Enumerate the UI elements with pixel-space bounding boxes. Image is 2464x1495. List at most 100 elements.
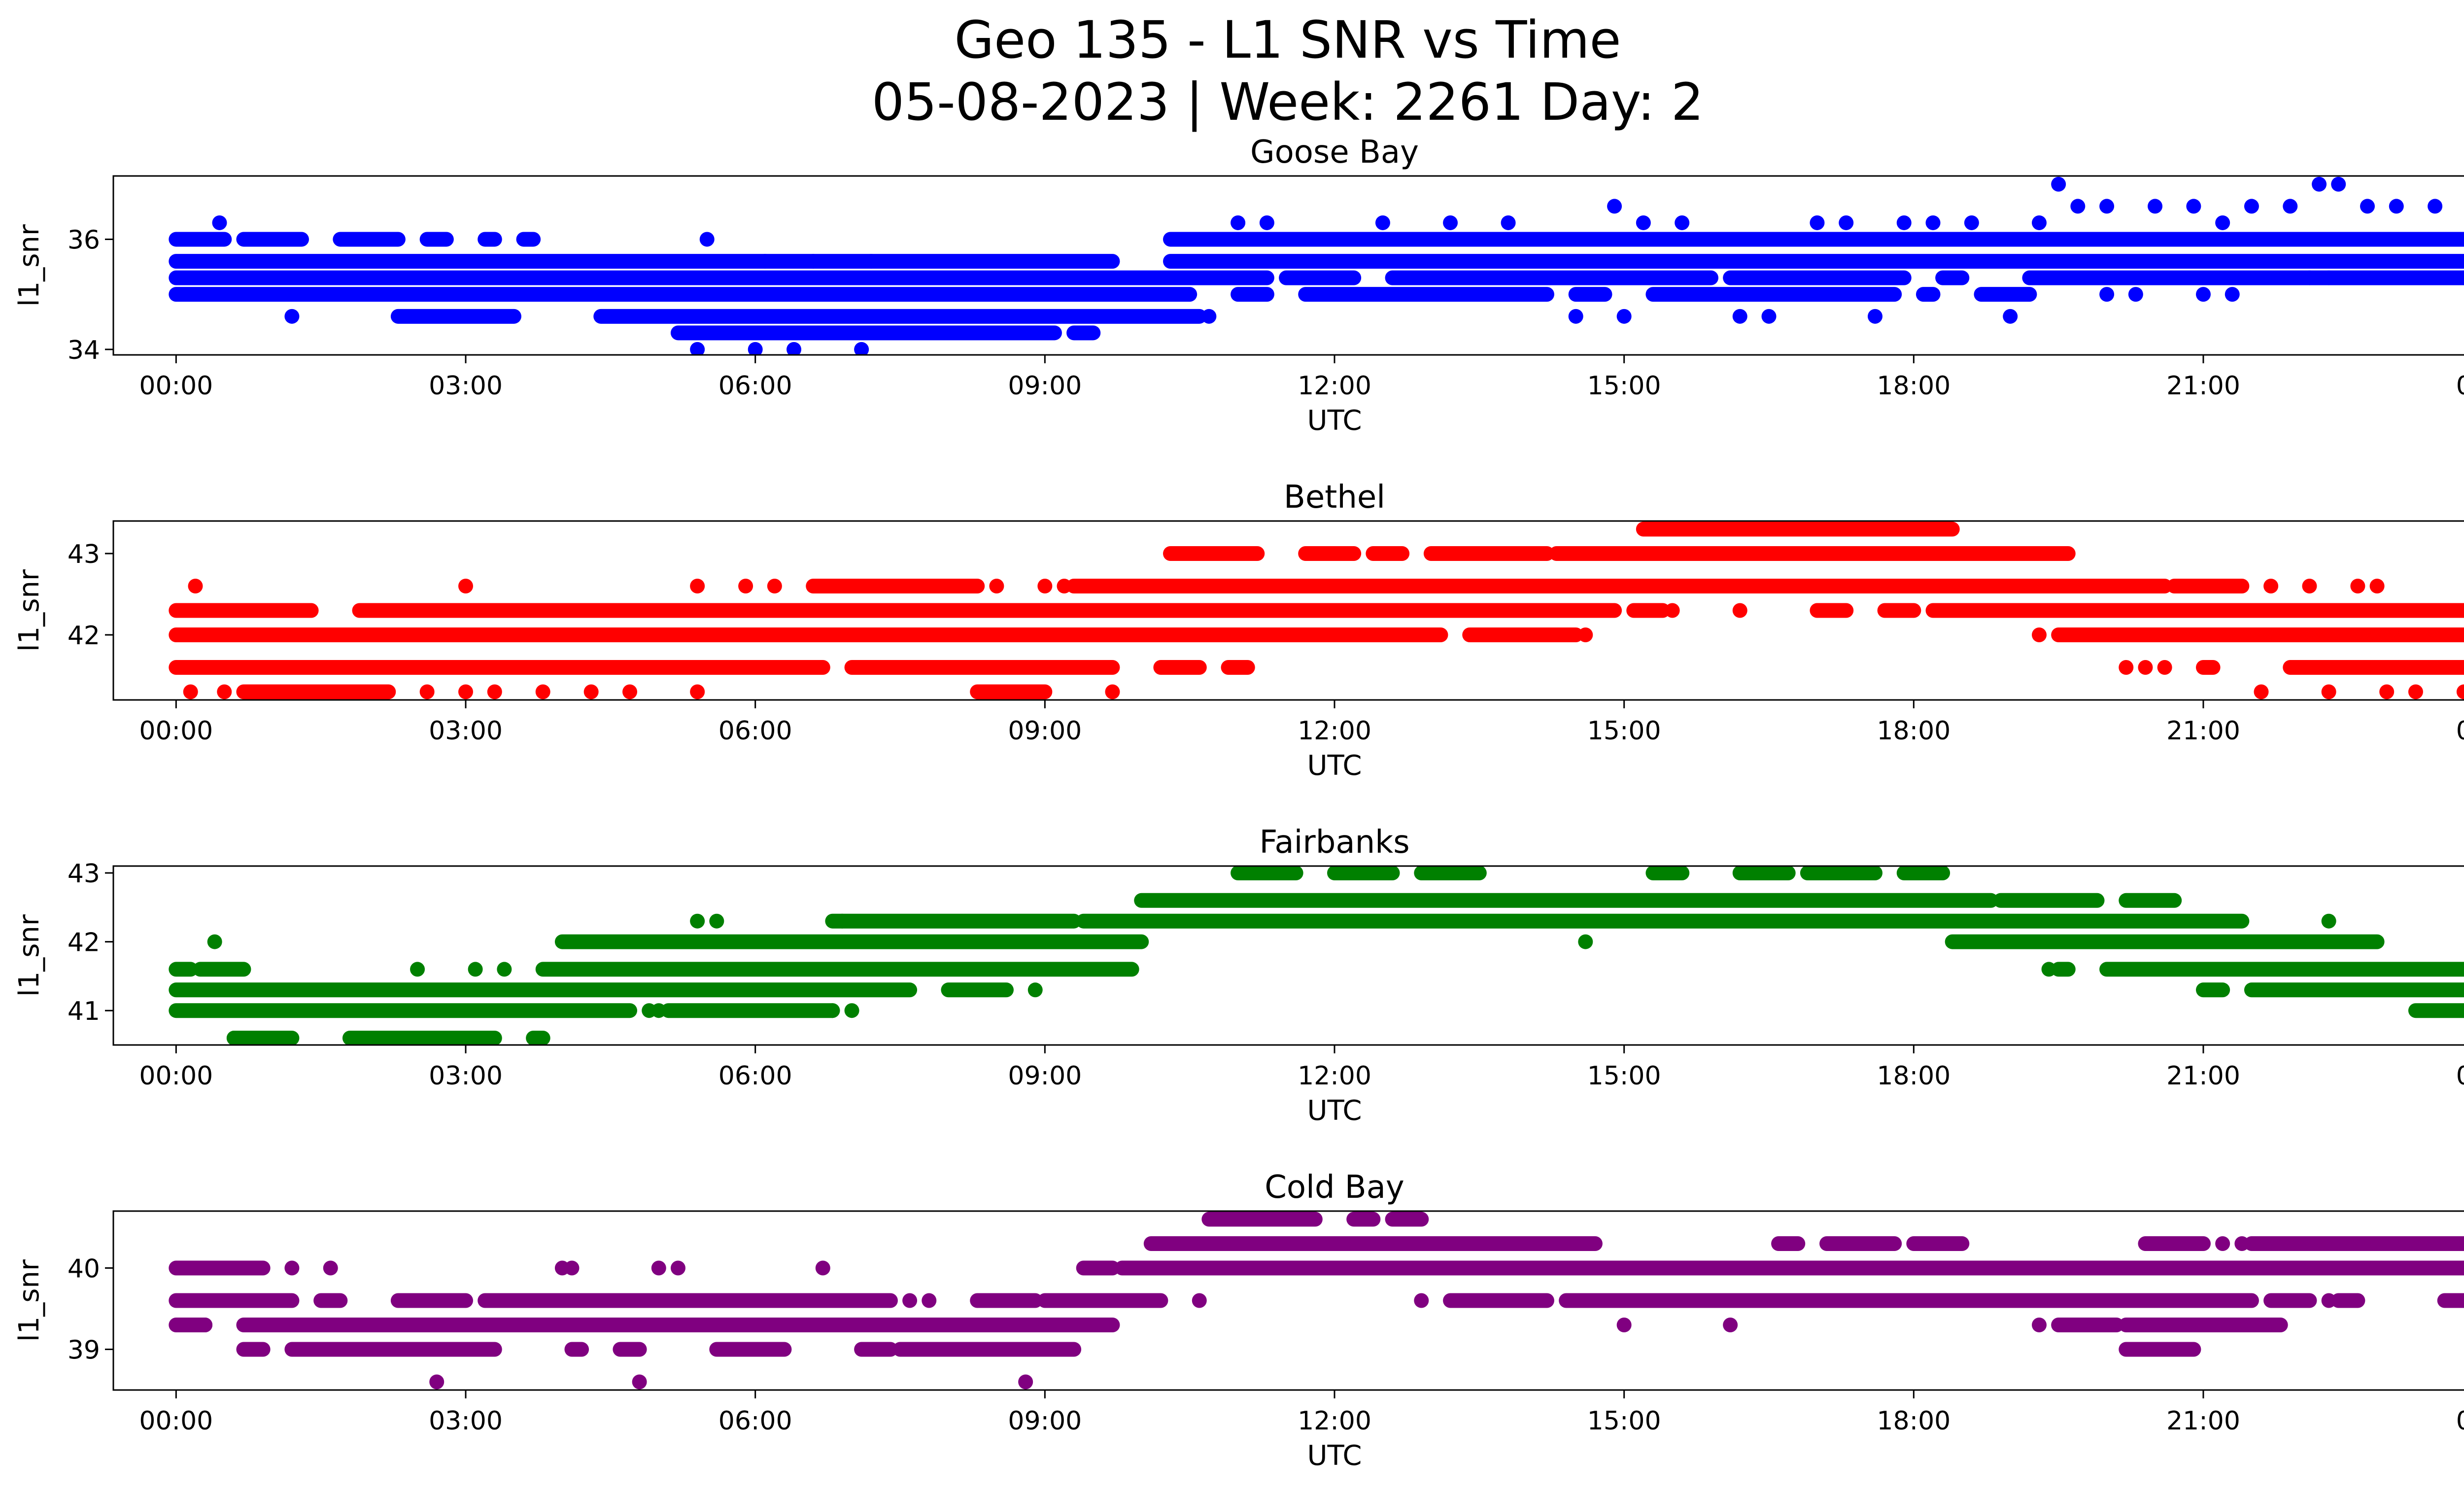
data-point — [632, 1374, 647, 1390]
data-point — [1636, 215, 1651, 230]
figure-title-line1: Geo 135 - L1 SNR vs Time — [954, 10, 1621, 70]
data-point — [1105, 684, 1120, 699]
data-point — [1723, 1318, 1738, 1332]
data-point — [1375, 215, 1390, 230]
data-point — [1027, 982, 1043, 998]
data-point — [670, 1260, 685, 1276]
x-axis-label: UTC — [1307, 750, 1362, 782]
data-point — [690, 579, 705, 593]
x-tick-label: 18:00 — [1877, 716, 1951, 746]
data-point — [690, 684, 705, 699]
data-point — [2360, 1236, 2375, 1251]
data-point — [2244, 199, 2259, 214]
data-point — [922, 1293, 937, 1308]
data-point — [1037, 579, 1053, 593]
data-point — [183, 684, 198, 699]
data-point — [583, 684, 599, 699]
panel-title: Goose Bay — [1250, 134, 1419, 171]
data-point — [2321, 270, 2336, 285]
data-point — [2099, 199, 2115, 214]
y-tick-label: 41 — [68, 997, 100, 1026]
x-tick-label: 06:00 — [719, 371, 792, 401]
x-axis-label: UTC — [1307, 1440, 1362, 1472]
data-point — [2157, 660, 2172, 675]
data-point — [2234, 1236, 2250, 1251]
data-points — [169, 866, 2464, 1045]
data-point — [1018, 1374, 1033, 1390]
panel-goose-bay: 00:00 03:00 06:00 09:00 12:00 15:00 18:00 21:00… — [13, 134, 2464, 437]
data-point — [748, 342, 763, 355]
panel-title: Cold Bay — [1265, 1169, 1404, 1206]
data-point — [2031, 215, 2047, 230]
data-point — [2321, 913, 2336, 929]
y-axis-label: l1_snr — [13, 914, 45, 997]
data-point — [419, 684, 435, 699]
data-point — [2312, 176, 2327, 192]
data-point — [2369, 579, 2385, 593]
data-point — [699, 232, 715, 247]
x-tick-label: 03:00 — [429, 1406, 503, 1436]
data-point — [815, 1260, 830, 1276]
data-point — [2360, 199, 2375, 214]
data-point — [2196, 579, 2211, 593]
data-point — [622, 684, 638, 699]
x-tick-label: 18:00 — [1877, 371, 1951, 401]
data-point — [2041, 962, 2056, 977]
data-point — [2254, 684, 2269, 699]
x-axis-label: UTC — [1307, 1095, 1362, 1127]
x-tick-label: 21:00 — [2166, 1406, 2240, 1436]
x-tick-label: 00:00 — [2456, 716, 2464, 746]
x-tick-label: 15:00 — [1587, 1406, 1661, 1436]
x-tick-label: 00:00 — [139, 716, 213, 746]
data-points — [169, 522, 2464, 699]
data-point — [207, 934, 222, 949]
data-point — [1761, 309, 1777, 324]
data-point — [1964, 215, 1979, 230]
data-point — [1327, 546, 1342, 561]
data-point — [284, 309, 300, 324]
x-tick-label: 15:00 — [1587, 1061, 1661, 1091]
data-points — [169, 176, 2464, 355]
data-point — [1675, 215, 1690, 230]
data-point — [1616, 309, 1632, 324]
y-axis-label: l1_snr — [13, 1259, 45, 1342]
data-point — [2428, 199, 2443, 214]
data-point — [1568, 309, 1583, 324]
x-tick-label: 03:00 — [429, 1061, 503, 1091]
data-point — [2128, 287, 2143, 302]
data-point — [2302, 270, 2317, 285]
data-point — [2350, 579, 2365, 593]
data-point — [1665, 603, 1680, 618]
data-point — [1259, 215, 1274, 230]
data-point — [2196, 287, 2211, 302]
data-point — [1578, 627, 1593, 642]
data-point — [458, 579, 473, 593]
data-point — [2283, 199, 2298, 214]
x-tick-label: 03:00 — [429, 716, 503, 746]
data-point — [844, 1003, 859, 1018]
data-point — [1501, 215, 1516, 230]
x-tick-label: 12:00 — [1298, 1406, 1371, 1436]
data-point — [2070, 199, 2086, 214]
data-point — [1443, 215, 1458, 230]
data-point — [1607, 199, 1622, 214]
data-point — [1201, 309, 1217, 324]
data-point — [497, 962, 512, 977]
y-tick-label: 36 — [68, 225, 100, 255]
data-point — [690, 342, 705, 355]
data-point — [2263, 579, 2279, 593]
data-point — [535, 684, 550, 699]
data-point — [1182, 546, 1198, 561]
data-point — [690, 913, 705, 929]
data-point — [410, 962, 425, 977]
data-point — [217, 684, 232, 699]
x-tick-label: 06:00 — [719, 716, 792, 746]
data-point — [2408, 684, 2423, 699]
data-point — [989, 579, 1004, 593]
x-tick-label: 21:00 — [2166, 716, 2240, 746]
x-tick-label: 00:00 — [2456, 371, 2464, 401]
x-tick-label: 18:00 — [1877, 1406, 1951, 1436]
data-point — [1057, 579, 1072, 593]
x-tick-label: 21:00 — [2166, 371, 2240, 401]
data-point — [2138, 660, 2153, 675]
